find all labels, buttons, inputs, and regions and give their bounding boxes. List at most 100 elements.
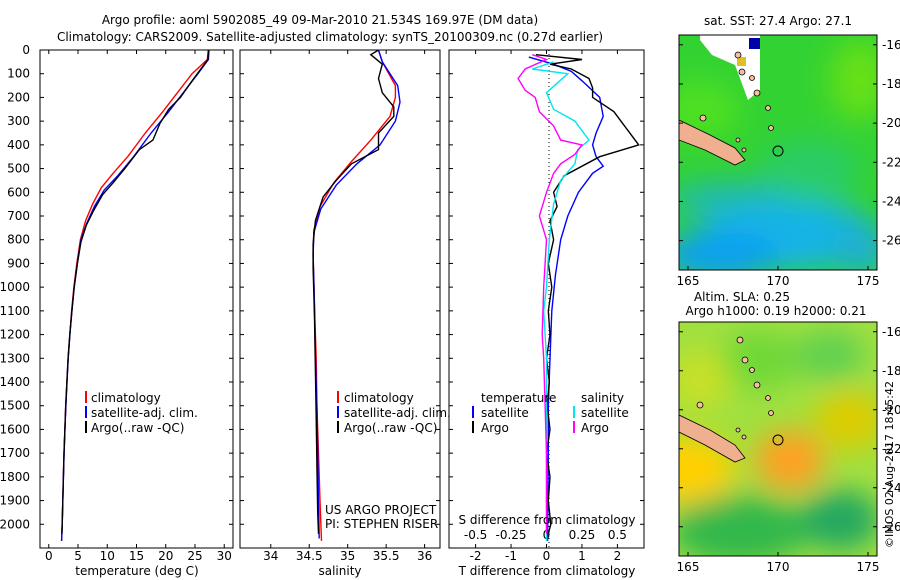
map-x-tick-label: 175 xyxy=(857,274,880,288)
x-tick-label: 5 xyxy=(74,549,82,563)
x-tick-label: 0 xyxy=(45,549,53,563)
map-y-tick-label: -22 xyxy=(882,155,900,169)
salinity-series xyxy=(312,50,401,541)
salinity-legend: climatology satellite-adj. clim. Argo(..… xyxy=(325,391,451,531)
map-y-tick-label: -26 xyxy=(882,520,900,534)
sla-map-ticks: 165 170 175 -16 -18 -20 -22 -24 -26 xyxy=(677,325,900,574)
legend-climatology: climatology xyxy=(91,391,161,405)
x-tick-label: 34.5 xyxy=(296,549,323,563)
salinity-axis-label: salinity xyxy=(318,564,361,578)
map-y-tick-label: -20 xyxy=(882,403,900,417)
depth-tick-label: 0 xyxy=(22,43,30,57)
legend-satellite: satellite-adj. clim. xyxy=(91,406,198,420)
depth-tick-label: 1400 xyxy=(0,375,30,389)
x-tick-label: 25 xyxy=(187,549,202,563)
x-tick-label: 15 xyxy=(129,549,144,563)
s-diff-tick-label: -0.25 xyxy=(496,528,527,542)
map-y-tick-label: -16 xyxy=(882,325,900,339)
depth-tick-label: 900 xyxy=(7,256,30,270)
sst-field xyxy=(679,40,877,270)
x-tick-label: -1 xyxy=(505,549,517,563)
depth-tick-label: 500 xyxy=(7,162,30,176)
map-y-tick-label: -16 xyxy=(882,38,900,52)
legend-s-argo: Argo xyxy=(581,421,609,435)
legend-temperature-title: temperature xyxy=(481,391,556,405)
depth-tick-label: 200 xyxy=(7,90,30,104)
series-line-satellite-adj-clim- xyxy=(312,50,401,539)
argo-position-marker xyxy=(772,145,784,157)
map-y-tick-label: -26 xyxy=(882,234,900,248)
x-tick-label: 2 xyxy=(614,549,622,563)
difference-series xyxy=(517,54,640,541)
depth-tick-label: 1500 xyxy=(0,399,30,413)
legend-t-satellite: satellite xyxy=(481,406,529,420)
series-line-t-argo xyxy=(535,54,640,534)
depth-tick-label: 600 xyxy=(7,185,30,199)
x-tick-label: -2 xyxy=(470,549,482,563)
salinity-panel xyxy=(239,49,441,549)
map-y-tick-label: -18 xyxy=(882,364,900,378)
x-tick-label: 30 xyxy=(217,549,232,563)
argo-position-marker xyxy=(772,434,784,446)
depth-tick-label: 100 xyxy=(7,67,30,81)
depth-tick-label: 1200 xyxy=(0,328,30,342)
map-y-tick-label: -24 xyxy=(882,481,900,495)
s-diff-tick-label: 0.5 xyxy=(608,528,627,542)
depth-tick-label: 1800 xyxy=(0,470,30,484)
x-tick-label: 35.5 xyxy=(373,549,400,563)
difference-x-ticks: -2 -1 0 1 2-0.5 -0.25 0 0.25 0.5 xyxy=(464,50,627,563)
sst-map-ticks: 165 170 175 -16 -18 -20 -22 -24 -26 xyxy=(677,38,900,288)
map-y-tick-label: -24 xyxy=(882,194,900,208)
x-tick-label: 0 xyxy=(543,549,551,563)
sst-missing-data xyxy=(700,35,760,100)
depth-tick-label: 300 xyxy=(7,114,30,128)
t-difference-axis-label: T difference from climatology xyxy=(458,564,636,578)
map-x-tick-label: 175 xyxy=(857,560,880,574)
legend-t-argo: Argo xyxy=(481,421,509,435)
new-caledonia-island xyxy=(679,414,746,463)
map-y-tick-label: -18 xyxy=(882,77,900,91)
depth-tick-label: 1300 xyxy=(0,351,30,365)
temperature-panel xyxy=(39,49,234,549)
vanuatu-islands xyxy=(696,336,774,440)
legend-satellite: satellite-adj. clim. xyxy=(344,406,451,420)
credit-pi: PI: STEPHEN RISER xyxy=(325,517,438,531)
s-difference-axis-label: S difference from climatology xyxy=(459,513,636,527)
depth-tick-label: 1900 xyxy=(0,494,30,508)
sla-map-title-1: Altim. SLA: 0.25 xyxy=(694,290,790,304)
sst-map xyxy=(679,35,877,270)
depth-tick-label: 1000 xyxy=(0,280,30,294)
map-y-tick-label: -20 xyxy=(882,116,900,130)
series-line-s-satellite xyxy=(532,61,590,541)
sla-map-title-2: Argo h1000: 0.19 h2000: 0.21 xyxy=(686,304,867,318)
legend-argo: Argo(..raw -QC) xyxy=(91,421,184,435)
temperature-axis-label: temperature (deg C) xyxy=(75,564,198,578)
legend-argo: Argo(..raw -QC) xyxy=(344,421,437,435)
map-x-tick-label: 165 xyxy=(677,560,700,574)
new-caledonia-island xyxy=(679,119,746,166)
sst-cold-cell xyxy=(749,38,760,49)
series-line-s-argo xyxy=(517,54,584,534)
series-line-argo-raw-qc- xyxy=(61,50,210,534)
map-x-tick-label: 170 xyxy=(767,560,790,574)
map-x-tick-label: 165 xyxy=(677,274,700,288)
legend-salinity-title: salinity xyxy=(581,391,624,405)
credit-project: US ARGO PROJECT xyxy=(325,503,437,517)
x-tick-label: 36 xyxy=(417,549,432,563)
x-tick-label: 10 xyxy=(100,549,115,563)
map-x-tick-label: 170 xyxy=(767,274,790,288)
temperature-x-ticks: 0 5 10 15 20 25 30 xyxy=(45,50,232,563)
legend-s-satellite: satellite xyxy=(581,406,629,420)
salinity-x-ticks: 34 34.5 35 35.5 36 xyxy=(263,50,432,563)
depth-tick-label: 400 xyxy=(7,138,30,152)
depth-tick-label: 1100 xyxy=(0,304,30,318)
header-line-2: Climatology: CARS2009. Satellite-adjuste… xyxy=(56,30,604,44)
x-tick-label: 34 xyxy=(263,549,278,563)
header-line-1: Argo profile: aoml 5902085_49 09-Mar-201… xyxy=(101,13,539,27)
depth-tick-label: 2000 xyxy=(0,517,30,531)
x-tick-label: 35 xyxy=(340,549,355,563)
sst-warm-cell xyxy=(737,57,746,66)
series-line-argo-raw-qc- xyxy=(312,50,395,534)
imos-timestamp: ©IMOS 02-Aug-2017 18:45:42 xyxy=(883,381,896,548)
